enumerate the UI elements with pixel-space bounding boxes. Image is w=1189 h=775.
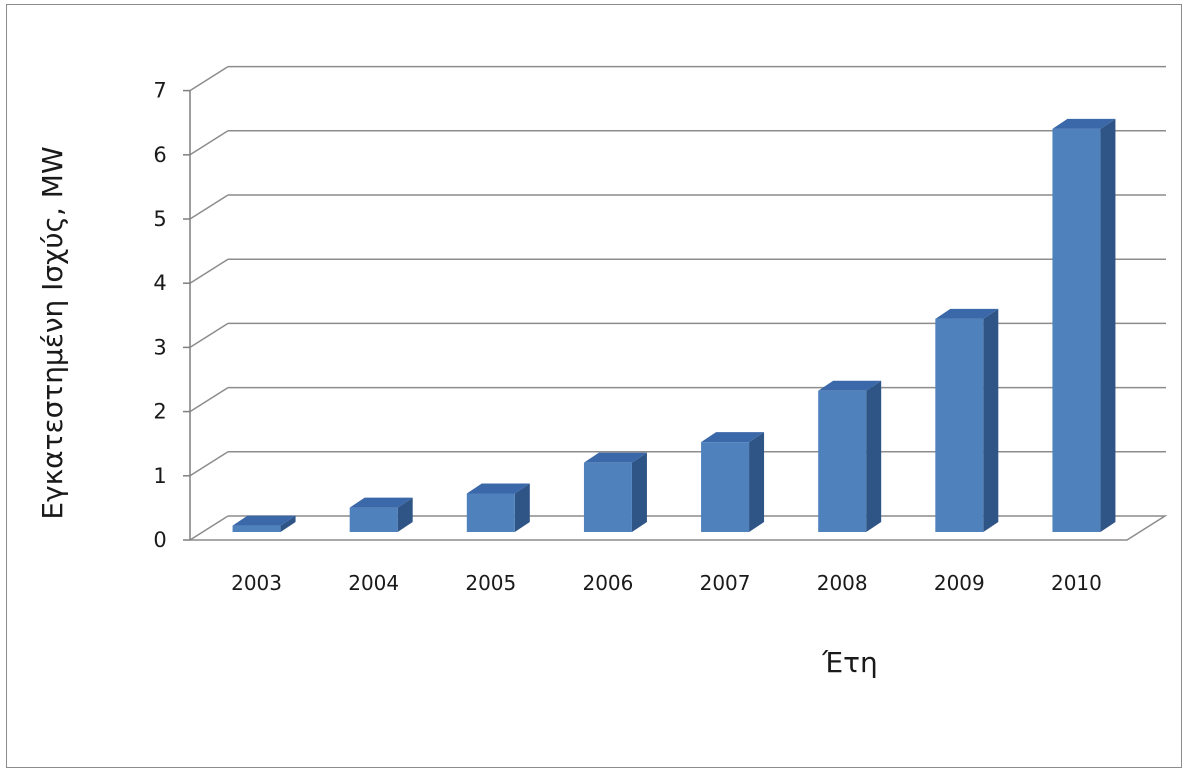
bar-front xyxy=(818,390,867,532)
y-tick-labels: 0 1 2 3 4 5 6 7 xyxy=(153,79,166,552)
gridline-depth xyxy=(189,451,229,477)
bars xyxy=(232,118,1116,532)
bar-top xyxy=(232,515,296,526)
bar-top xyxy=(583,452,647,463)
x-tick-label: 2003 xyxy=(231,571,282,595)
y-tick-label: 0 xyxy=(153,528,166,552)
y-tick-label: 6 xyxy=(153,143,166,167)
bar-side xyxy=(514,483,530,532)
x-tick-labels: 2003 2004 2005 2006 2007 2008 2009 2010 xyxy=(231,571,1102,595)
gridline-depth xyxy=(189,194,229,220)
y-tick-label: 7 xyxy=(153,79,166,103)
bar-side xyxy=(749,432,765,532)
gridline-depth xyxy=(189,130,229,156)
gridline-depth xyxy=(189,258,229,284)
bar-front xyxy=(466,493,515,532)
bar-top xyxy=(466,483,530,494)
gridline-depth xyxy=(189,322,229,349)
y-tick-label: 2 xyxy=(153,400,166,424)
bar-side xyxy=(280,515,296,532)
floor xyxy=(190,515,1168,541)
bar xyxy=(935,308,999,532)
y-tick-label: 5 xyxy=(153,207,166,231)
bar-top xyxy=(349,497,413,508)
y-tick-label: 1 xyxy=(153,464,166,488)
y-axis-title: Εγκατεστημένη Ισχύς, MW xyxy=(36,146,69,519)
bar xyxy=(583,452,647,532)
y-tick-label: 3 xyxy=(153,335,166,359)
bar-top xyxy=(1052,118,1116,129)
bar-top xyxy=(818,380,882,391)
bar-front xyxy=(1052,128,1101,532)
bar-side xyxy=(631,452,647,532)
gridline-depth xyxy=(189,65,229,92)
x-tick-label: 2007 xyxy=(700,571,751,595)
x-tick-label: 2008 xyxy=(817,571,868,595)
bar xyxy=(701,432,765,532)
bar xyxy=(818,380,882,532)
bar-front xyxy=(349,507,398,532)
y-tick-label: 4 xyxy=(153,271,166,295)
gridlines xyxy=(189,65,1166,541)
bar-front xyxy=(701,442,750,532)
gridline-depth xyxy=(189,515,229,541)
x-tick-label: 2006 xyxy=(582,571,633,595)
x-axis-title: Έτη xyxy=(821,646,878,679)
bar-side xyxy=(866,380,882,532)
axes xyxy=(183,89,1168,541)
x-tick-label: 2009 xyxy=(934,571,985,595)
bar-front xyxy=(935,318,984,532)
bar-top xyxy=(701,432,765,443)
bar xyxy=(232,515,296,532)
x-tick-label: 2005 xyxy=(465,571,516,595)
bar xyxy=(349,497,413,532)
x-tick-label: 2004 xyxy=(348,571,399,595)
gridline-depth xyxy=(189,386,229,413)
bar-top xyxy=(935,308,999,319)
bar xyxy=(466,483,530,532)
bar-side xyxy=(397,497,413,532)
bar xyxy=(1052,118,1116,532)
x-tick-label: 2010 xyxy=(1051,571,1102,595)
bar-front xyxy=(232,525,281,532)
bar-side xyxy=(1100,118,1116,532)
bar-side xyxy=(983,308,999,532)
bar-front xyxy=(583,462,632,532)
